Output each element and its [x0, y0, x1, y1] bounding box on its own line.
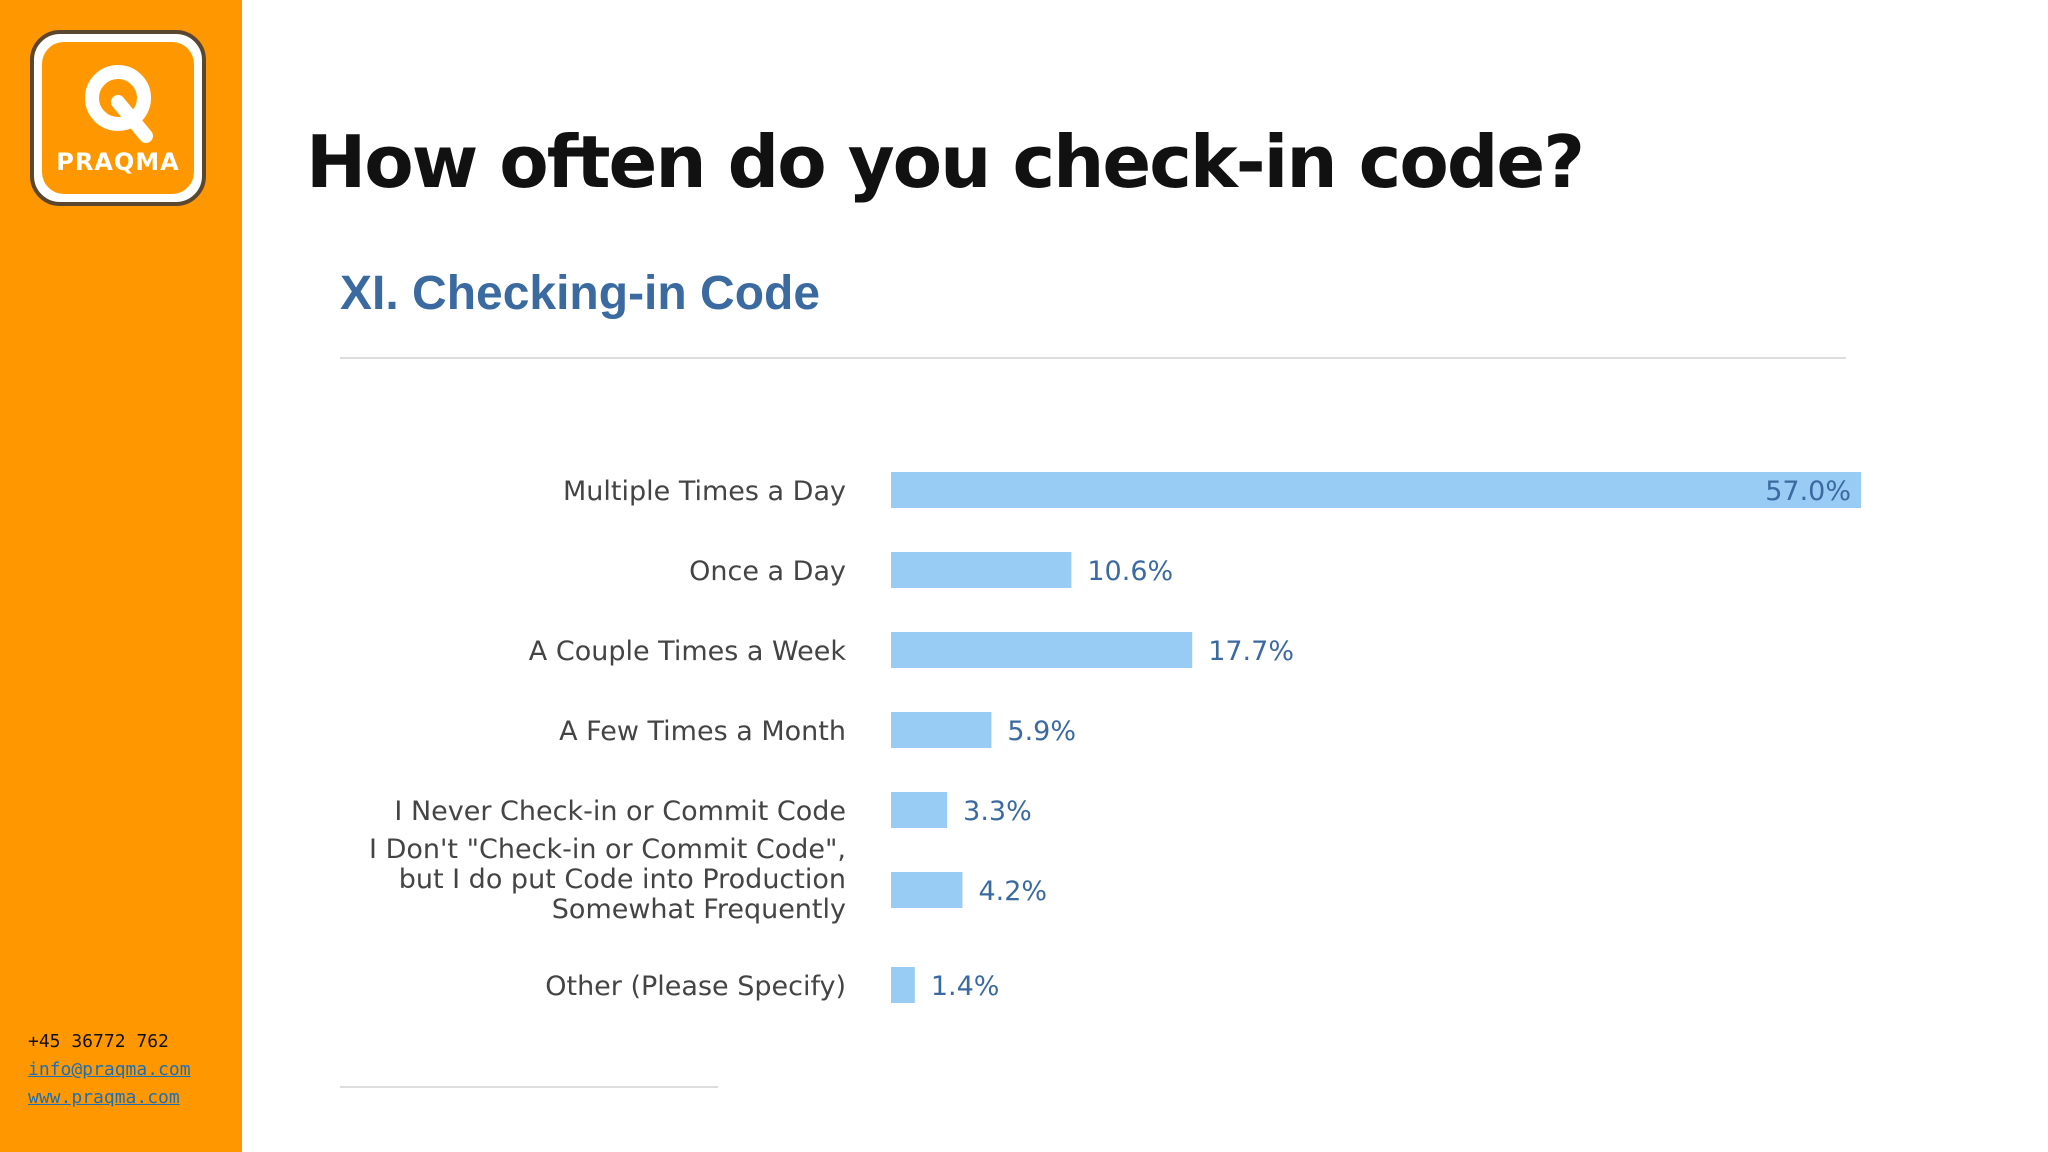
- bar: [891, 792, 948, 828]
- contact-info: +45 36772 762 info@praqma.com www.praqma…: [28, 1028, 191, 1112]
- chart-divider-bottom: [340, 1086, 718, 1088]
- bar: [891, 872, 963, 908]
- category-label: A Few Times a Month: [559, 716, 846, 747]
- category-label: but I do put Code into Production: [399, 864, 846, 895]
- contact-email-link[interactable]: info@praqma.com: [28, 1059, 191, 1080]
- bar-value-label: 10.6%: [1087, 556, 1173, 587]
- page-title: How often do you check-in code?: [306, 120, 1585, 204]
- praqma-logo: PRAQMA: [30, 30, 206, 206]
- bar: [891, 632, 1193, 668]
- bar: [891, 967, 915, 1003]
- chart-title: XI. Checking-in Code: [340, 267, 821, 320]
- bar-value-label: 3.3%: [963, 796, 1032, 827]
- category-label: Somewhat Frequently: [552, 894, 846, 925]
- category-label: I Never Check-in or Commit Code: [394, 796, 846, 827]
- category-label: I Don't "Check-in or Commit Code",: [369, 834, 846, 865]
- category-label: Other (Please Specify): [545, 971, 846, 1002]
- logo-text: PRAQMA: [56, 148, 180, 176]
- bar: [891, 712, 992, 748]
- sidebar: PRAQMA +45 36772 762 info@praqma.com www…: [0, 0, 242, 1152]
- bar-value-label: 17.7%: [1208, 636, 1294, 667]
- bar-value-label: 4.2%: [978, 876, 1047, 907]
- category-label: A Couple Times a Week: [529, 636, 847, 667]
- q-logo-icon: [85, 65, 153, 143]
- contact-website-link[interactable]: www.praqma.com: [28, 1087, 180, 1108]
- bar: [891, 552, 1072, 588]
- contact-phone: +45 36772 762: [28, 1031, 169, 1052]
- category-label: Multiple Times a Day: [563, 476, 846, 507]
- chart-divider-top: [340, 357, 1846, 359]
- bar: [891, 472, 1861, 508]
- bar-value-label: 57.0%: [1765, 476, 1851, 507]
- category-label: Once a Day: [689, 556, 846, 587]
- bar-value-label: 5.9%: [1007, 716, 1076, 747]
- bar-value-label: 1.4%: [931, 971, 1000, 1002]
